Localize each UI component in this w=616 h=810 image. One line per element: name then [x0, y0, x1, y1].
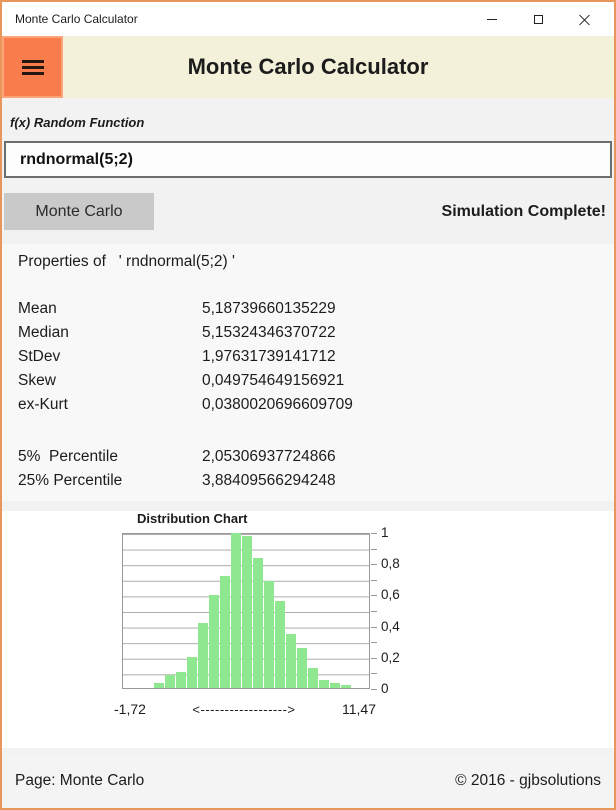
- percentile-value: 3,88409566294248: [202, 472, 336, 489]
- histogram-bar: [209, 595, 219, 688]
- maximize-icon: [533, 14, 543, 24]
- stat-value: 0,049754649156921: [202, 372, 345, 389]
- percentile-value: 2,05306937724866: [202, 448, 336, 465]
- simulation-status: Simulation Complete!: [441, 202, 606, 220]
- histogram-bar: [242, 536, 252, 688]
- copyright: © 2016 - gjbsolutions: [455, 772, 601, 789]
- histogram-bar: [286, 634, 296, 688]
- percentile-label: 25% Percentile: [18, 472, 123, 489]
- minimize-button[interactable]: [469, 2, 515, 36]
- y-axis-label: 0: [381, 681, 389, 696]
- hamburger-icon: [21, 57, 44, 78]
- stat-value: 0,0380020696609709: [202, 396, 353, 413]
- function-input[interactable]: [4, 141, 612, 178]
- y-axis-tick: [371, 595, 377, 596]
- histogram-bar: [330, 683, 340, 688]
- y-axis-tick: [371, 627, 377, 628]
- title-bar: Monte Carlo Calculator: [2, 2, 614, 36]
- stat-label: Mean: [18, 300, 57, 317]
- function-label: f(x) Random Function: [10, 115, 145, 130]
- histogram-bar: [220, 576, 230, 688]
- y-axis-tick: [371, 549, 377, 550]
- stat-label: StDev: [18, 348, 61, 365]
- minimize-icon: [487, 18, 497, 20]
- histogram-bar: [297, 648, 307, 688]
- histogram-bar: [231, 533, 241, 688]
- stat-value: 5,18739660135229: [202, 300, 336, 317]
- chart-x-axis: -1,72 <------------------> 11,47: [114, 701, 376, 717]
- histogram-bar: [176, 672, 186, 688]
- stats-list: Mean 5,18739660135229 Median 5,153243463…: [18, 297, 598, 417]
- close-button[interactable]: [561, 2, 607, 36]
- percentile-label: 5% Percentile: [18, 448, 118, 465]
- y-axis-label: 0,8: [381, 556, 400, 571]
- maximize-button[interactable]: [515, 2, 561, 36]
- x-axis-max-label: 11,47: [342, 701, 376, 717]
- app-title: Monte Carlo Calculator: [187, 54, 429, 79]
- chart-plot-area: [122, 533, 370, 689]
- histogram-bar: [275, 601, 285, 688]
- histogram-bar: [165, 675, 175, 688]
- stat-row: ex-Kurt 0,0380020696609709: [18, 393, 598, 417]
- y-axis-label: 1: [381, 525, 389, 540]
- histogram-bar: [341, 685, 351, 688]
- y-axis-label: 0,2: [381, 650, 400, 665]
- histogram-bar: [319, 680, 329, 688]
- distribution-chart: 1 0,8 0,6 0,4 0,2 0: [2, 525, 614, 697]
- histogram-bar: [187, 657, 197, 688]
- stat-value: 1,97631739141712: [202, 348, 336, 365]
- stat-row: Skew 0,049754649156921: [18, 369, 598, 393]
- page-indicator: Page: Monte Carlo: [15, 772, 145, 789]
- y-axis-tick: [371, 658, 377, 659]
- stat-label: ex-Kurt: [18, 396, 68, 413]
- y-axis-tick: [371, 580, 377, 581]
- x-axis-range-arrow: <------------------>: [192, 701, 296, 717]
- y-axis-tick: [371, 642, 377, 643]
- y-axis-label: 0,4: [381, 619, 400, 634]
- stat-row: Median 5,15324346370722: [18, 321, 598, 345]
- menu-button[interactable]: [2, 36, 63, 98]
- chart-section: Distribution Chart 1 0,8 0,6 0,4 0,2 0 -1,72 …: [2, 511, 614, 748]
- stat-row: StDev 1,97631739141712: [18, 345, 598, 369]
- percentile-row: 25% Percentile 3,88409566294248: [18, 469, 598, 493]
- app-header: Monte Carlo Calculator: [2, 36, 614, 98]
- percentile-row: 5% Percentile 2,05306937724866: [18, 445, 598, 469]
- monte-carlo-button[interactable]: Monte Carlo: [4, 193, 154, 230]
- properties-panel: Properties of ' rndnormal(5;2) ' Mean 5,…: [2, 244, 614, 501]
- y-axis-tick: [371, 673, 377, 674]
- histogram-bar: [198, 623, 208, 688]
- y-axis-tick: [371, 533, 377, 534]
- x-axis-min-label: -1,72: [114, 701, 146, 717]
- histogram-bar: [308, 668, 318, 688]
- histogram-bar: [264, 581, 274, 688]
- chart-y-axis: 1 0,8 0,6 0,4 0,2 0: [371, 525, 411, 696]
- main-content: f(x) Random Function Monte Carlo Simulat…: [2, 98, 614, 754]
- y-axis-tick: [371, 689, 377, 690]
- action-row: Monte Carlo Simulation Complete!: [4, 193, 606, 230]
- stat-row: Mean 5,18739660135229: [18, 297, 598, 321]
- stat-label: Median: [18, 324, 69, 341]
- stat-label: Skew: [18, 372, 56, 389]
- properties-heading: Properties of ' rndnormal(5;2) ': [18, 253, 235, 270]
- close-icon: [579, 14, 590, 25]
- stat-value: 5,15324346370722: [202, 324, 336, 341]
- y-axis-tick: [371, 564, 377, 565]
- histogram-bar: [154, 683, 164, 688]
- y-axis-tick: [371, 611, 377, 612]
- histogram-bar: [253, 558, 263, 688]
- y-axis-label: 0,6: [381, 587, 400, 602]
- window-title: Monte Carlo Calculator: [15, 12, 138, 26]
- chart-title: Distribution Chart: [137, 511, 248, 526]
- percentiles-list: 5% Percentile 2,05306937724866 25% Perce…: [18, 445, 598, 493]
- status-footer: Page: Monte Carlo © 2016 - gjbsolutions: [2, 754, 614, 808]
